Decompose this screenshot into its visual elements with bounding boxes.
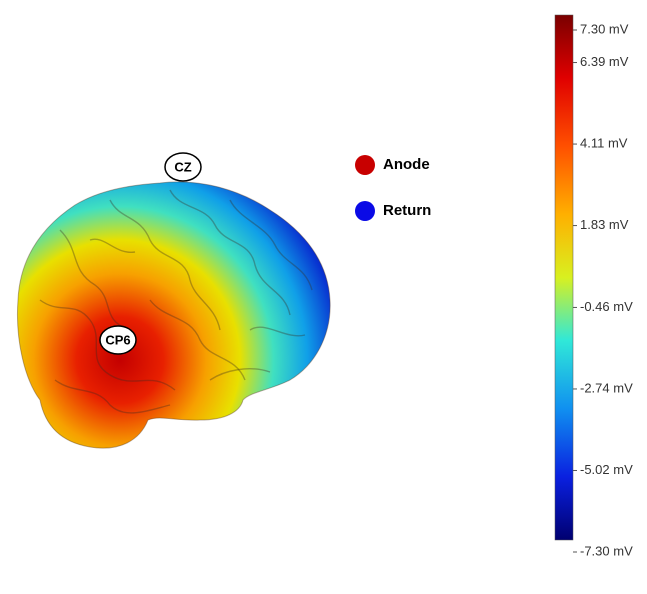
legend-label: Return bbox=[383, 202, 431, 219]
tick-label: -0.46 mV bbox=[580, 299, 633, 314]
legend-label: Anode bbox=[383, 156, 430, 173]
tick-label: 4.11 mV bbox=[580, 135, 628, 150]
brain-surface bbox=[17, 182, 330, 448]
tick-label: 6.39 mV bbox=[580, 54, 629, 69]
tick-label: -5.02 mV bbox=[580, 462, 633, 477]
legend: Anode Return bbox=[355, 155, 431, 221]
tick-label: 7.30 mV bbox=[580, 21, 629, 36]
legend-swatch bbox=[355, 201, 375, 221]
tick-label: -2.74 mV bbox=[580, 380, 633, 395]
tick-label: 1.83 mV bbox=[580, 217, 629, 232]
figure: CZ CP6 Anode Return 7.30 mV 6.39 mV 4.11 mV 1… bbox=[0, 0, 647, 594]
legend-swatch bbox=[355, 155, 375, 175]
colorbar: 7.30 mV 6.39 mV 4.11 mV 1.83 mV -0.46 mV -2.7… bbox=[555, 15, 633, 558]
electrode-label: CP6 bbox=[105, 332, 130, 347]
brain bbox=[17, 182, 330, 448]
tick-label: -7.30 mV bbox=[580, 543, 633, 558]
colorbar-gradient bbox=[555, 15, 573, 540]
electrode-label: CZ bbox=[174, 159, 191, 174]
